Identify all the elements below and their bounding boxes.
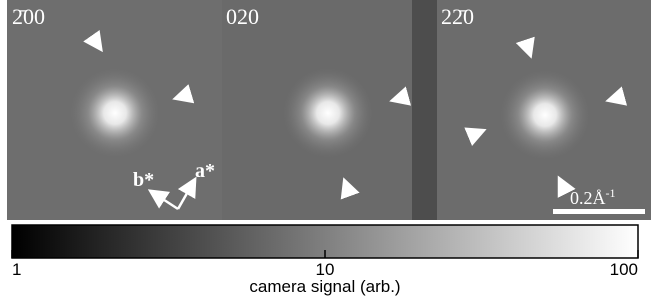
scale-text: 0.2Å: [570, 188, 606, 208]
panel-label: 020: [226, 4, 259, 29]
panels: [7, 0, 651, 220]
figure: 2̄00 020 22̄0 b* a* 0.2Å-1 camera signal…: [0, 0, 651, 299]
colorbar-label: camera signal (arb.): [249, 277, 400, 296]
central-spot: [500, 70, 590, 160]
tick-label: 1: [12, 260, 21, 279]
panel-label: 22̄0: [441, 4, 474, 29]
tick-label: 100: [610, 260, 638, 279]
central-spot: [283, 68, 373, 158]
axis-label: a*: [195, 160, 215, 182]
panel-label: 2̄00: [12, 4, 45, 29]
scale-sup: -1: [606, 186, 616, 200]
scale-bar: [553, 209, 645, 214]
tick-label: 10: [316, 260, 335, 279]
central-spot: [70, 68, 160, 158]
axis-label: b*: [133, 169, 154, 191]
panel-shade: [412, 0, 437, 220]
